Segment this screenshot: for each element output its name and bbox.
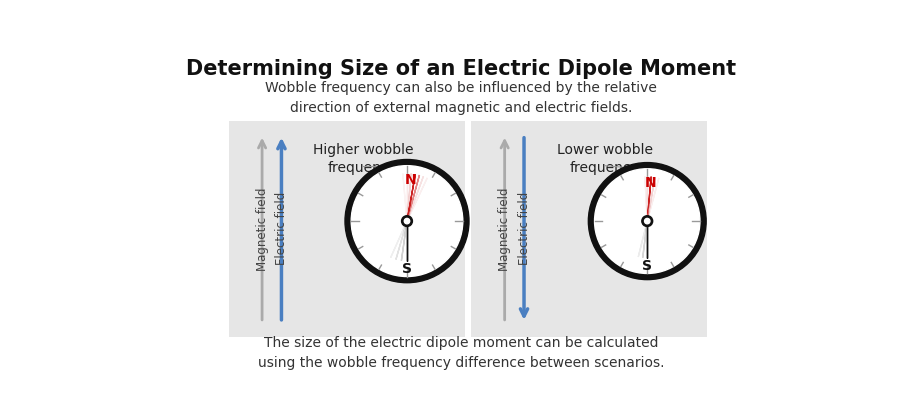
Text: Electric field: Electric field bbox=[518, 192, 530, 265]
Bar bbox=[471, 121, 706, 336]
Polygon shape bbox=[406, 176, 423, 225]
Circle shape bbox=[595, 169, 700, 273]
Polygon shape bbox=[401, 217, 408, 261]
Circle shape bbox=[351, 166, 463, 277]
Circle shape bbox=[345, 160, 469, 283]
Polygon shape bbox=[638, 217, 648, 257]
Polygon shape bbox=[646, 177, 655, 225]
Text: N: N bbox=[644, 176, 656, 190]
Text: Determining Size of an Electric Dipole Moment: Determining Size of an Electric Dipole M… bbox=[186, 59, 736, 79]
Polygon shape bbox=[646, 178, 659, 225]
Polygon shape bbox=[406, 175, 419, 225]
Text: Electric field: Electric field bbox=[275, 192, 288, 265]
Text: S: S bbox=[402, 262, 412, 276]
Circle shape bbox=[404, 218, 410, 224]
Polygon shape bbox=[405, 178, 428, 224]
Text: Magnetic field: Magnetic field bbox=[499, 187, 511, 270]
Polygon shape bbox=[396, 217, 408, 260]
Text: Wobble frequency can also be influenced by the relative
direction of external ma: Wobble frequency can also be influenced … bbox=[266, 81, 657, 115]
Text: S: S bbox=[643, 259, 652, 273]
Bar bbox=[229, 121, 465, 336]
Polygon shape bbox=[407, 173, 411, 225]
Text: Higher wobble
frequency: Higher wobble frequency bbox=[312, 143, 413, 175]
Text: Lower wobble
frequency: Lower wobble frequency bbox=[556, 143, 652, 175]
Polygon shape bbox=[406, 174, 415, 225]
Circle shape bbox=[644, 218, 650, 224]
Polygon shape bbox=[403, 173, 408, 225]
Text: Magnetic field: Magnetic field bbox=[256, 187, 268, 270]
Text: The size of the electric dipole moment can be calculated
using the wobble freque: The size of the electric dipole moment c… bbox=[258, 336, 664, 370]
Circle shape bbox=[589, 163, 706, 280]
Polygon shape bbox=[391, 218, 409, 257]
Polygon shape bbox=[645, 176, 647, 225]
Circle shape bbox=[401, 216, 412, 227]
Polygon shape bbox=[643, 217, 648, 258]
Polygon shape bbox=[647, 177, 652, 225]
Text: N: N bbox=[404, 173, 416, 186]
Circle shape bbox=[642, 216, 652, 227]
